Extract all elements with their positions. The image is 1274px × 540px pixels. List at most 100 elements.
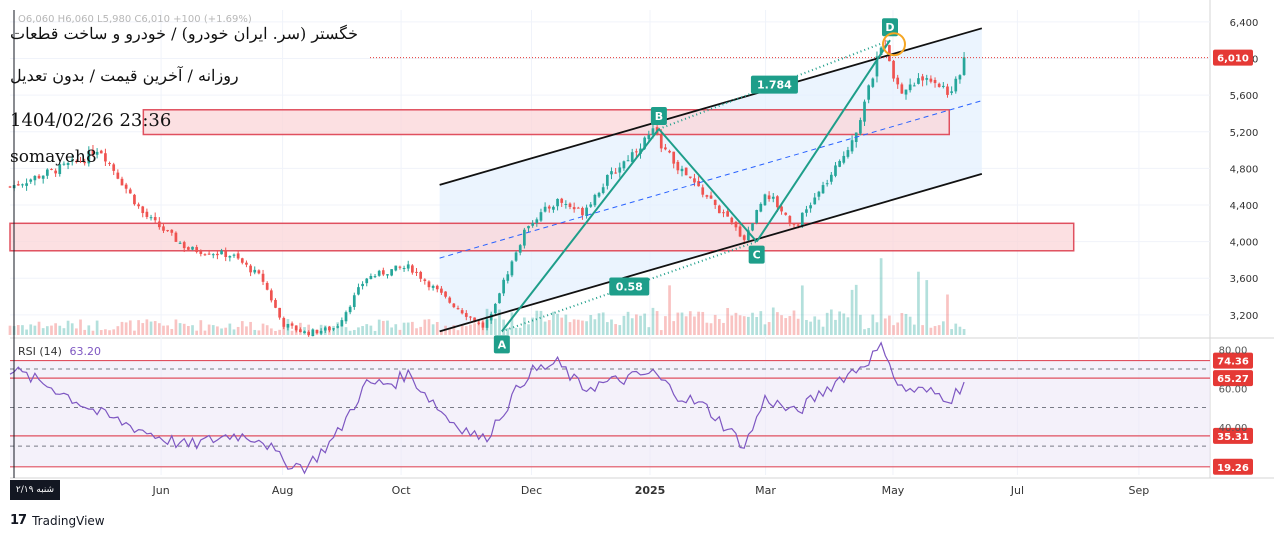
volume-bar bbox=[33, 325, 37, 335]
candle-body bbox=[328, 326, 331, 331]
volume-bar bbox=[195, 330, 199, 335]
volume-bar bbox=[216, 326, 219, 335]
volume-bar bbox=[369, 325, 373, 335]
candle-body bbox=[759, 203, 763, 212]
volume-bar bbox=[120, 321, 124, 335]
candle-body bbox=[348, 306, 352, 313]
volume-bar bbox=[589, 315, 593, 335]
candle-body bbox=[829, 174, 833, 182]
volume-bar bbox=[25, 329, 28, 335]
candle-body bbox=[170, 229, 174, 233]
volume-bar bbox=[518, 327, 522, 335]
volume-bar bbox=[493, 318, 497, 335]
volume-bar bbox=[655, 311, 659, 335]
candle-body bbox=[867, 85, 871, 100]
volume-bar bbox=[664, 316, 667, 335]
candle-body bbox=[738, 226, 742, 237]
volume-bar bbox=[402, 322, 406, 335]
volume-bar bbox=[274, 330, 277, 335]
volume-bar bbox=[892, 325, 895, 335]
candle-body bbox=[543, 206, 547, 212]
volume-bar bbox=[54, 323, 57, 335]
candle-body bbox=[502, 279, 505, 294]
candle-body bbox=[45, 169, 49, 176]
candle-body bbox=[174, 232, 178, 242]
candle-body bbox=[128, 189, 132, 194]
volume-bar bbox=[145, 319, 149, 335]
volume-bar bbox=[394, 324, 398, 335]
volume-bar bbox=[240, 321, 244, 335]
candle-body bbox=[618, 167, 622, 173]
volume-bar bbox=[419, 326, 423, 335]
brand-name: TradingView bbox=[32, 513, 105, 528]
candle-body bbox=[734, 221, 738, 228]
candle-body bbox=[514, 252, 518, 261]
volume-bar bbox=[908, 316, 912, 335]
volume-bar bbox=[585, 321, 588, 335]
volume-bar bbox=[531, 317, 535, 335]
x-tick-label: Sep bbox=[1129, 484, 1150, 497]
volume-bar bbox=[759, 311, 763, 335]
pattern-point-label: B bbox=[655, 110, 663, 123]
volume-bar bbox=[373, 330, 377, 335]
volume-bar bbox=[560, 317, 564, 335]
volume-bar bbox=[236, 326, 240, 335]
volume-bar bbox=[929, 327, 933, 335]
volume-bar bbox=[427, 319, 431, 335]
rsi-level-label: 74.36 bbox=[1217, 357, 1249, 368]
volume-bar bbox=[249, 321, 252, 335]
candle-body bbox=[91, 149, 95, 156]
rsi-level-tag bbox=[1213, 458, 1253, 475]
candle-body bbox=[701, 187, 705, 195]
rsi-legend[interactable]: RSI (14) 63.20 bbox=[18, 345, 101, 358]
candle-body bbox=[850, 140, 854, 152]
tradingview-brand[interactable]: 17 TradingView bbox=[10, 513, 105, 528]
candle-body bbox=[688, 176, 692, 178]
x-tick-label: Aug bbox=[272, 484, 293, 497]
candle-body bbox=[336, 326, 340, 328]
candle-body bbox=[784, 212, 788, 215]
volume-bar bbox=[888, 315, 891, 335]
candle-body bbox=[137, 204, 140, 207]
volume-bar bbox=[141, 323, 145, 335]
candle-body bbox=[456, 308, 460, 310]
candle-body bbox=[228, 256, 232, 258]
volume-bar bbox=[800, 285, 804, 335]
volume-bar bbox=[859, 314, 862, 335]
channel-mid-line bbox=[439, 100, 982, 259]
volume-bar bbox=[941, 321, 945, 335]
volume-bar bbox=[377, 319, 381, 335]
candle-body bbox=[871, 78, 875, 87]
candle-body bbox=[809, 205, 812, 209]
candle-body bbox=[821, 185, 825, 194]
candle-body bbox=[875, 56, 879, 77]
candle-body bbox=[369, 275, 373, 280]
candle-body bbox=[25, 183, 28, 186]
candle-body bbox=[780, 206, 783, 212]
candle-body bbox=[444, 291, 447, 297]
volume-bar bbox=[464, 326, 468, 335]
candle-body bbox=[593, 194, 597, 206]
candle-body bbox=[796, 224, 800, 226]
volume-bar bbox=[821, 326, 825, 335]
candle-body bbox=[937, 83, 941, 87]
volume-bar bbox=[751, 312, 754, 335]
volume-bar bbox=[70, 323, 74, 335]
tradingview-logo-icon: 17 bbox=[10, 513, 27, 528]
candle-body bbox=[411, 265, 414, 273]
candle-body bbox=[958, 75, 962, 80]
volume-bar bbox=[261, 323, 265, 335]
volume-bar bbox=[203, 330, 207, 335]
volume-bar bbox=[133, 330, 136, 335]
volume-bar bbox=[639, 315, 642, 335]
candle-body bbox=[846, 150, 850, 157]
candle-body bbox=[676, 161, 680, 171]
candle-body bbox=[431, 285, 435, 288]
candle-body bbox=[282, 317, 286, 327]
rsi-tick-label: 40.00 bbox=[1219, 423, 1248, 434]
candle-body bbox=[149, 217, 153, 219]
candle-body bbox=[357, 287, 360, 295]
volume-bar bbox=[792, 310, 796, 335]
volume-bar bbox=[572, 319, 576, 335]
